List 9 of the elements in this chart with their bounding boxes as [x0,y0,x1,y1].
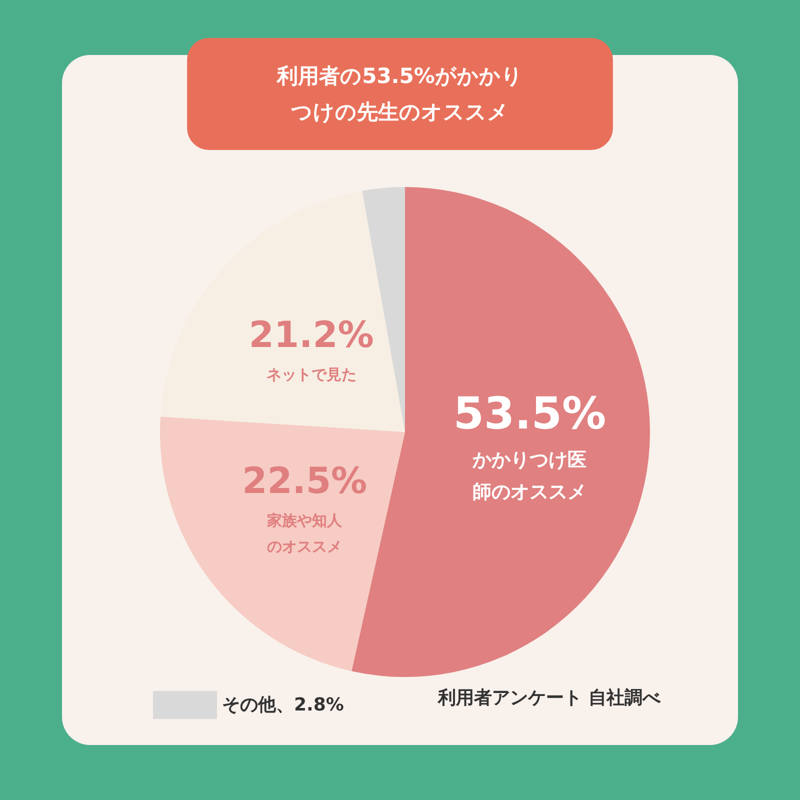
slice-label: ネットで見た [266,365,356,384]
slice-label: かかりつけ医師のオススメ [472,448,587,503]
chart-title: 利用者の53.5%がかかりつけの先生のオススメ [276,64,523,124]
slice-label: 家族や知人のオススメ [266,511,344,556]
data-label: 22.5% [242,460,368,502]
data-label: 53.5% [453,388,606,440]
legend-label: その他、2.8% [222,694,344,716]
text: 利用者アンケート 自社調べ [437,688,662,708]
data-label: 21.2% [248,314,374,356]
